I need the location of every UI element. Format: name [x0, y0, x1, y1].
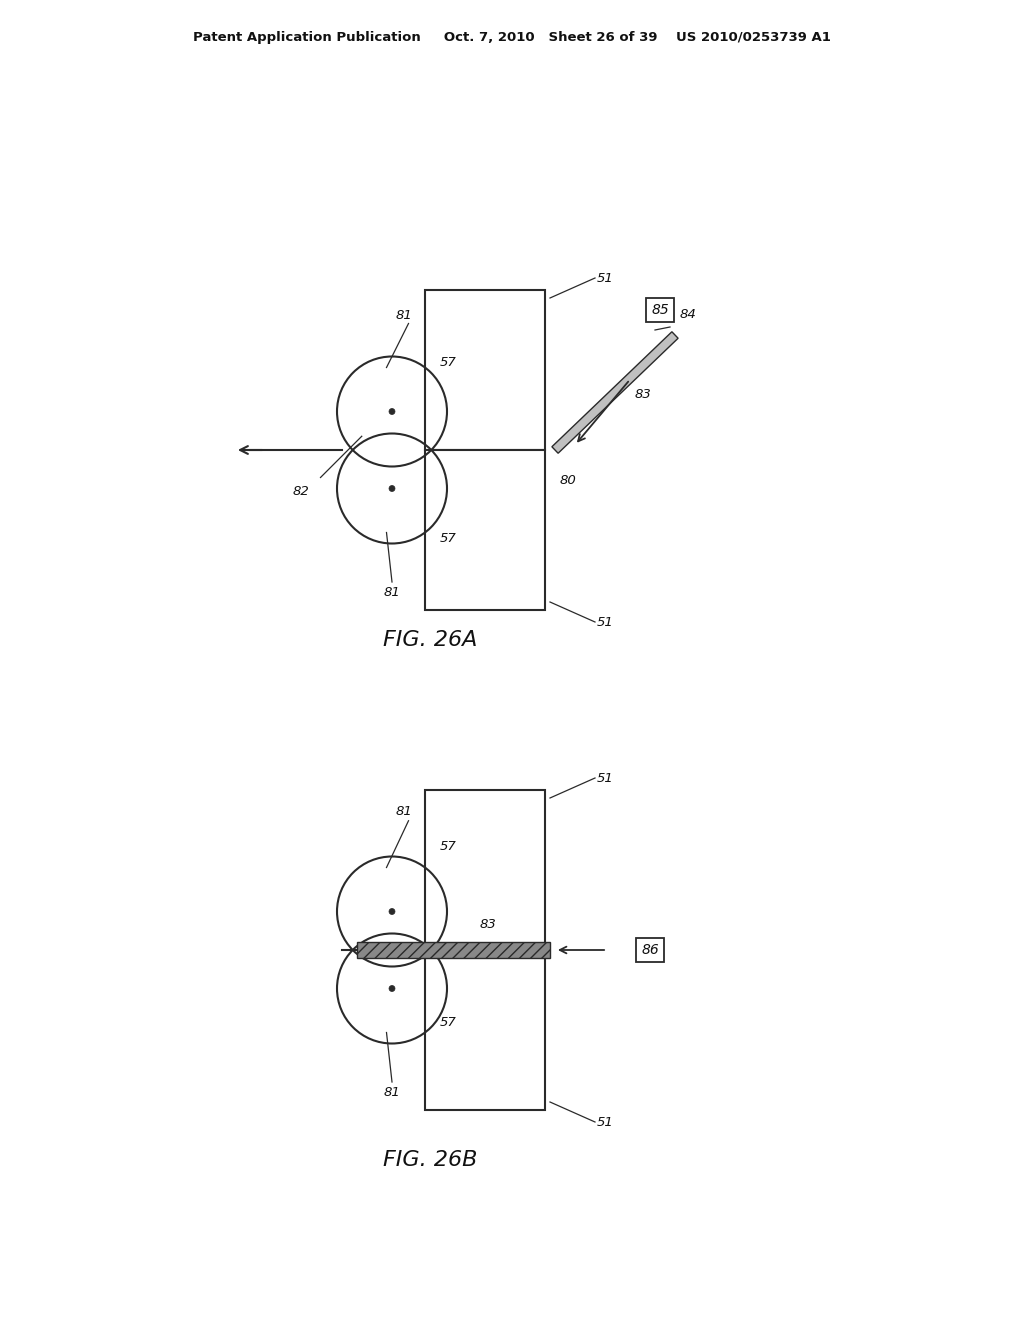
Text: 81: 81: [395, 309, 412, 322]
Circle shape: [389, 486, 395, 491]
Text: 57: 57: [440, 532, 457, 544]
Text: 85: 85: [651, 304, 669, 317]
Circle shape: [389, 908, 395, 915]
Text: FIG. 26B: FIG. 26B: [383, 1150, 477, 1170]
Text: 51: 51: [597, 615, 613, 628]
Polygon shape: [552, 331, 678, 453]
Circle shape: [389, 986, 395, 991]
Text: 82: 82: [293, 484, 309, 498]
Text: 57: 57: [440, 1015, 457, 1028]
Text: 57: 57: [440, 840, 457, 853]
Polygon shape: [357, 942, 550, 958]
Text: 84: 84: [680, 309, 696, 322]
Text: 81: 81: [384, 1086, 400, 1100]
Text: FIG. 26A: FIG. 26A: [383, 630, 477, 649]
Text: 81: 81: [395, 805, 412, 818]
Text: 81: 81: [384, 586, 400, 599]
Text: Patent Application Publication     Oct. 7, 2010   Sheet 26 of 39    US 2010/0253: Patent Application Publication Oct. 7, 2…: [194, 30, 830, 44]
Circle shape: [389, 408, 395, 414]
Text: 57: 57: [440, 355, 457, 368]
Bar: [425, 950, 545, 1110]
Text: 83: 83: [480, 919, 497, 932]
Text: 80: 80: [560, 474, 577, 487]
Bar: [425, 450, 545, 610]
Text: 83: 83: [635, 388, 651, 401]
Bar: [425, 290, 545, 450]
Text: 51: 51: [597, 272, 613, 285]
Text: 86: 86: [641, 942, 658, 957]
Text: 51: 51: [597, 771, 613, 784]
Bar: [425, 789, 545, 950]
Text: 51: 51: [597, 1115, 613, 1129]
